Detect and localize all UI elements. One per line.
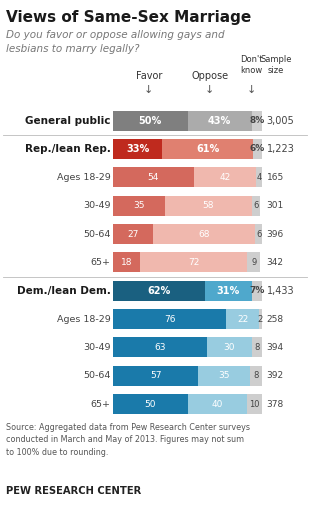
Text: 42: 42 xyxy=(219,173,230,182)
Bar xyxy=(113,224,153,244)
Text: 43%: 43% xyxy=(208,116,231,126)
Text: 63: 63 xyxy=(154,343,166,352)
Text: 4: 4 xyxy=(256,173,262,182)
Bar xyxy=(162,139,253,159)
Bar xyxy=(113,167,193,187)
Text: 31%: 31% xyxy=(217,286,240,296)
Text: 40: 40 xyxy=(212,400,223,409)
Text: 33%: 33% xyxy=(126,144,149,154)
Bar xyxy=(251,111,264,131)
Text: Ages 18-29: Ages 18-29 xyxy=(57,314,111,323)
Bar xyxy=(255,224,264,244)
Bar xyxy=(153,224,255,244)
Text: 61%: 61% xyxy=(196,144,219,154)
Text: 68: 68 xyxy=(198,230,210,238)
Text: 2: 2 xyxy=(258,314,263,323)
Text: 57: 57 xyxy=(150,371,161,380)
Bar xyxy=(247,394,262,414)
Text: 301: 301 xyxy=(267,201,284,210)
Bar xyxy=(251,196,260,215)
Text: 76: 76 xyxy=(164,314,175,323)
Bar xyxy=(113,252,140,272)
Text: 342: 342 xyxy=(267,258,284,267)
Text: Views of Same-Sex Marriage: Views of Same-Sex Marriage xyxy=(6,10,251,25)
Text: Favor: Favor xyxy=(136,71,162,81)
Bar xyxy=(140,252,247,272)
Bar xyxy=(207,338,251,357)
Text: 58: 58 xyxy=(203,201,214,210)
Text: 65+: 65+ xyxy=(91,258,111,267)
Text: 165: 165 xyxy=(267,173,284,182)
Bar xyxy=(247,252,260,272)
Text: 50-64: 50-64 xyxy=(83,230,111,238)
Text: Sample
size: Sample size xyxy=(260,55,292,75)
Text: 30-49: 30-49 xyxy=(83,343,111,352)
Text: 9: 9 xyxy=(251,258,256,267)
Text: 392: 392 xyxy=(267,371,284,380)
Text: 378: 378 xyxy=(267,400,284,409)
Text: 18: 18 xyxy=(121,258,132,267)
Text: Do you favor or oppose allowing gays and
lesbians to marry legally?: Do you favor or oppose allowing gays and… xyxy=(6,30,225,54)
Text: 6: 6 xyxy=(256,230,262,238)
Text: General public: General public xyxy=(25,116,111,126)
Text: 7%: 7% xyxy=(249,286,264,295)
Text: 3,005: 3,005 xyxy=(267,116,294,126)
Text: 396: 396 xyxy=(267,230,284,238)
Text: 27: 27 xyxy=(127,230,139,238)
Bar xyxy=(193,167,256,187)
Text: 54: 54 xyxy=(148,173,159,182)
Bar xyxy=(113,366,198,386)
Text: 50-64: 50-64 xyxy=(83,371,111,380)
Text: 50: 50 xyxy=(144,400,156,409)
Bar xyxy=(259,309,262,329)
Text: 30: 30 xyxy=(224,343,235,352)
Bar xyxy=(253,139,262,159)
Text: 72: 72 xyxy=(188,258,199,267)
Bar xyxy=(113,111,188,131)
Text: Oppose: Oppose xyxy=(191,71,228,81)
Text: Dem./lean Dem.: Dem./lean Dem. xyxy=(17,286,111,296)
Text: PEW RESEARCH CENTER: PEW RESEARCH CENTER xyxy=(6,486,141,496)
Text: 50%: 50% xyxy=(139,116,162,126)
Text: 8%: 8% xyxy=(250,116,265,125)
Bar xyxy=(251,281,262,301)
Bar xyxy=(113,139,162,159)
Text: 22: 22 xyxy=(237,314,248,323)
Text: ↓: ↓ xyxy=(144,85,153,95)
Text: 394: 394 xyxy=(267,343,284,352)
Text: ↓: ↓ xyxy=(247,85,256,95)
Text: 1,223: 1,223 xyxy=(267,144,294,154)
Text: 1,433: 1,433 xyxy=(267,286,294,296)
Text: 8: 8 xyxy=(255,343,260,352)
Text: 258: 258 xyxy=(267,314,284,323)
Bar xyxy=(251,338,264,357)
Text: 30-49: 30-49 xyxy=(83,201,111,210)
Text: 35: 35 xyxy=(218,371,230,380)
Text: 8: 8 xyxy=(253,371,259,380)
Bar xyxy=(256,167,262,187)
Bar xyxy=(198,366,250,386)
Text: ↓: ↓ xyxy=(205,85,215,95)
Text: 10: 10 xyxy=(249,400,260,409)
Bar xyxy=(113,394,188,414)
Text: Source: Aggregated data from Pew Research Center surveys
conducted in March and : Source: Aggregated data from Pew Researc… xyxy=(6,423,250,457)
Text: Rep./lean Rep.: Rep./lean Rep. xyxy=(25,144,111,154)
Bar xyxy=(188,111,251,131)
Text: Don't
know: Don't know xyxy=(240,55,263,75)
Bar xyxy=(250,366,262,386)
Text: Ages 18-29: Ages 18-29 xyxy=(57,173,111,182)
Bar xyxy=(226,309,259,329)
Text: 35: 35 xyxy=(133,201,145,210)
Bar xyxy=(188,394,247,414)
Text: 6: 6 xyxy=(253,201,259,210)
Bar xyxy=(206,281,251,301)
Bar xyxy=(113,338,207,357)
Text: 62%: 62% xyxy=(148,286,171,296)
Bar xyxy=(113,281,206,301)
Text: 6%: 6% xyxy=(250,144,265,154)
Bar xyxy=(165,196,251,215)
Text: 65+: 65+ xyxy=(91,400,111,409)
Bar xyxy=(113,309,226,329)
Bar xyxy=(113,196,165,215)
